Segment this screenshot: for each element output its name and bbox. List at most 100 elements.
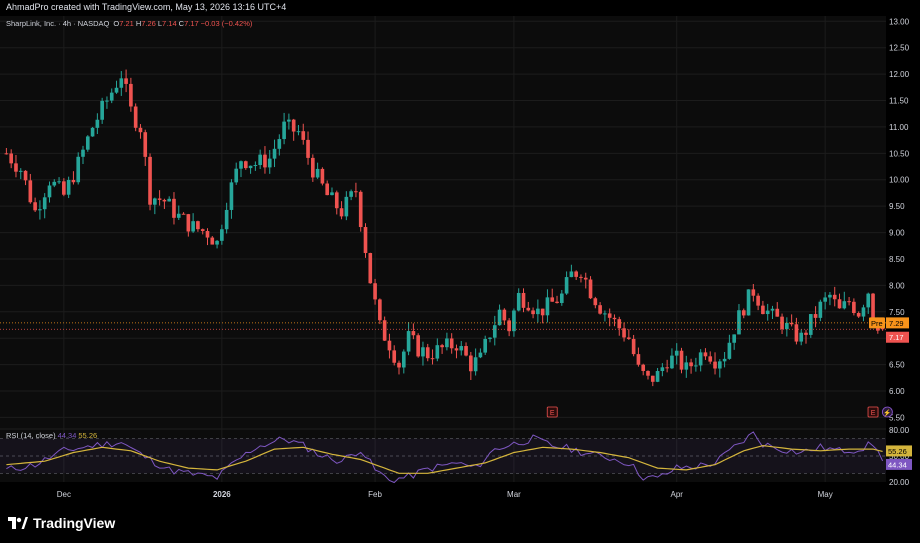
candle-body[interactable] (124, 78, 128, 84)
candle-body[interactable] (172, 198, 176, 218)
candle-body[interactable] (57, 181, 61, 183)
candle-body[interactable] (387, 340, 392, 351)
candle-body[interactable] (622, 328, 626, 338)
candle-body[interactable] (344, 196, 349, 217)
candle-body[interactable] (28, 180, 33, 203)
candle-body[interactable] (90, 127, 95, 137)
candle-body[interactable] (579, 276, 583, 278)
candle-body[interactable] (191, 221, 195, 232)
candle-body[interactable] (435, 345, 440, 359)
candle-body[interactable] (765, 310, 770, 315)
candle-body[interactable] (737, 310, 741, 335)
candle-body[interactable] (689, 362, 693, 367)
candle-body[interactable] (133, 106, 138, 128)
candle-body[interactable] (162, 199, 167, 202)
candle-body[interactable] (842, 301, 847, 309)
candle-body[interactable] (574, 271, 578, 277)
candle-body[interactable] (540, 308, 545, 316)
candle-body[interactable] (397, 362, 401, 368)
price-axis-area[interactable] (886, 16, 920, 509)
candle-body[interactable] (808, 314, 813, 335)
candle-body[interactable] (569, 271, 574, 278)
candle-body[interactable] (871, 293, 875, 324)
candle-body[interactable] (76, 156, 81, 183)
candle-body[interactable] (330, 192, 334, 196)
candle-body[interactable] (627, 337, 631, 339)
candle-body[interactable] (143, 132, 148, 157)
candle-body[interactable] (42, 197, 47, 210)
price-pane[interactable] (0, 16, 886, 428)
earnings-event-icon[interactable] (867, 406, 879, 418)
candle-body[interactable] (47, 185, 52, 198)
dividend-event-icon[interactable] (881, 406, 893, 418)
candle-body[interactable] (564, 277, 569, 294)
candle-body[interactable] (296, 131, 301, 133)
candle-body[interactable] (856, 313, 861, 317)
candle-body[interactable] (454, 348, 459, 351)
candle-body[interactable] (799, 332, 804, 342)
candle-body[interactable] (559, 293, 564, 303)
candle-body[interactable] (607, 313, 612, 318)
tradingview-logo[interactable]: TradingView (8, 515, 115, 531)
candle-body[interactable] (129, 83, 133, 107)
candle-body[interactable] (473, 357, 478, 372)
candle-body[interactable] (545, 297, 550, 316)
candle-body[interactable] (157, 198, 162, 200)
candle-body[interactable] (411, 331, 416, 336)
candle-body[interactable] (804, 332, 808, 335)
candle-body[interactable] (267, 158, 272, 168)
candle-body[interactable] (200, 229, 205, 232)
candle-body[interactable] (641, 364, 646, 371)
candle-body[interactable] (866, 293, 871, 308)
candle-body[interactable] (38, 209, 42, 211)
candle-body[interactable] (119, 78, 124, 88)
candle-body[interactable] (785, 322, 789, 330)
candle-body[interactable] (756, 295, 760, 306)
candle-body[interactable] (406, 331, 411, 352)
candle-body[interactable] (224, 209, 229, 230)
candle-body[interactable] (243, 161, 248, 169)
candle-body[interactable] (368, 253, 373, 284)
candle-body[interactable] (761, 305, 765, 315)
candle-body[interactable] (282, 121, 286, 140)
candle-body[interactable] (4, 153, 9, 155)
candle-body[interactable] (722, 358, 727, 362)
candle-body[interactable] (713, 361, 717, 369)
candle-body[interactable] (770, 308, 775, 311)
candle-body[interactable] (95, 119, 100, 128)
candle-body[interactable] (378, 299, 382, 321)
candle-body[interactable] (416, 335, 420, 357)
candle-body[interactable] (62, 181, 66, 195)
candle-body[interactable] (751, 289, 756, 296)
candle-body[interactable] (780, 316, 784, 330)
candle-body[interactable] (612, 317, 617, 320)
candle-body[interactable] (727, 342, 732, 359)
candle-body[interactable] (363, 227, 368, 254)
candle-body[interactable] (138, 127, 143, 133)
candle-body[interactable] (210, 237, 215, 245)
candle-body[interactable] (698, 352, 703, 366)
candle-body[interactable] (550, 297, 555, 302)
candle-body[interactable] (449, 338, 454, 349)
candle-body[interactable] (349, 191, 353, 197)
candle-body[interactable] (516, 292, 521, 311)
candle-body[interactable] (392, 350, 397, 363)
candle-body[interactable] (33, 202, 37, 211)
candle-body[interactable] (85, 136, 90, 150)
candle-body[interactable] (617, 319, 622, 329)
candle-body[interactable] (445, 338, 449, 348)
candle-body[interactable] (492, 325, 497, 338)
candle-body[interactable] (9, 153, 14, 164)
candle-body[interactable] (239, 161, 243, 169)
candle-body[interactable] (775, 308, 780, 317)
candle-body[interactable] (176, 213, 181, 218)
candle-body[interactable] (18, 170, 23, 172)
candle-body[interactable] (315, 168, 320, 178)
candle-body[interactable] (478, 352, 483, 358)
candle-body[interactable] (526, 307, 531, 311)
candle-body[interactable] (861, 307, 866, 317)
candle-body[interactable] (71, 179, 76, 183)
candle-body[interactable] (828, 294, 832, 298)
candle-body[interactable] (847, 301, 851, 303)
chart-canvas[interactable]: 13.00 12.50 12.00 11.50 11.00 10.50 10.00 9.50 9… (0, 16, 920, 509)
